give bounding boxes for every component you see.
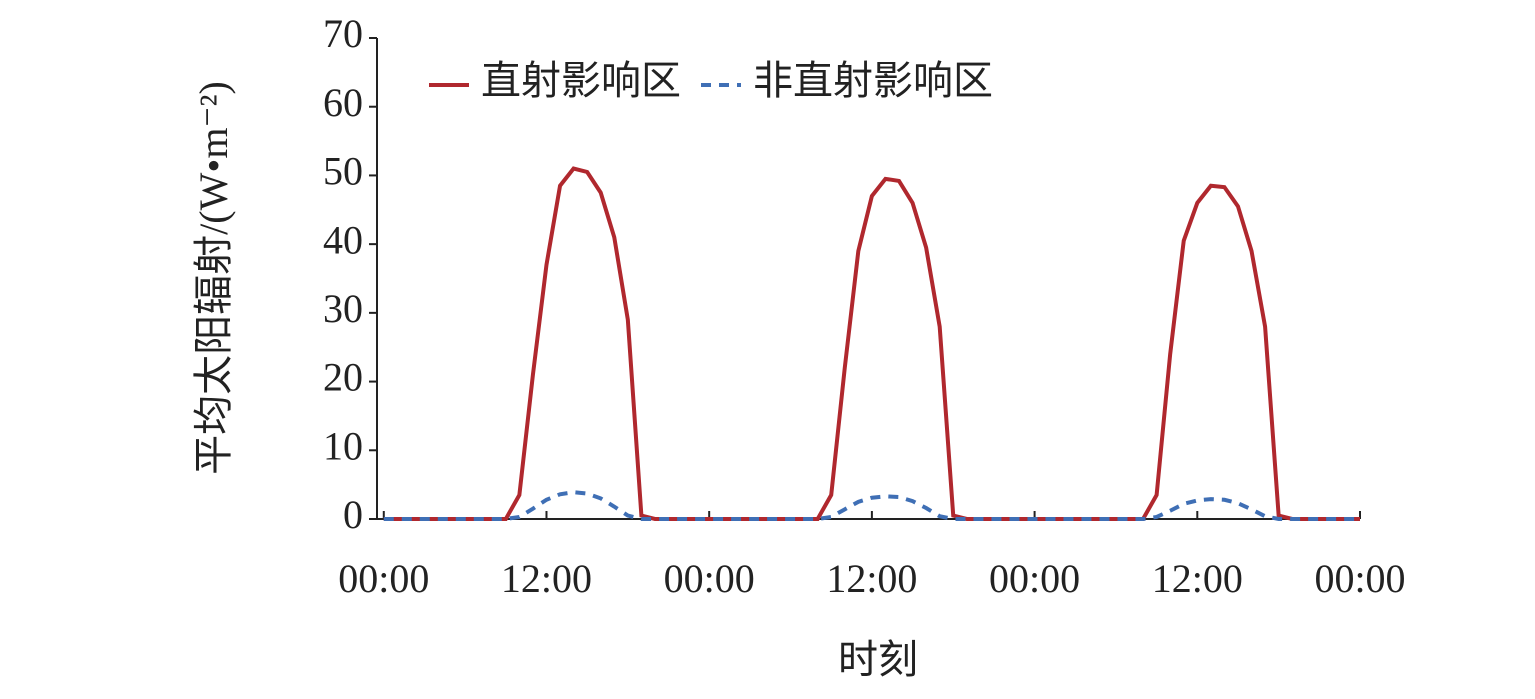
x-tick-label: 12:00 (1152, 556, 1243, 601)
legend-label: 非直射影响区 (753, 58, 993, 103)
x-tick-label: 00:00 (338, 556, 429, 601)
series-line (383, 490, 1360, 521)
y-tick-label: 50 (323, 149, 363, 194)
x-tick-label: 00:00 (664, 556, 755, 601)
x-tick-label: 12:00 (826, 556, 917, 601)
x-axis-label: 时刻 (838, 637, 918, 682)
y-tick-label: 40 (323, 217, 363, 262)
x-tick-label: 00:00 (1314, 556, 1405, 601)
y-tick-label: 10 (323, 423, 363, 468)
x-tick-label: 00:00 (989, 556, 1080, 601)
y-tick-label: 20 (323, 355, 363, 400)
y-tick-label: 70 (323, 11, 363, 56)
series-line (383, 166, 1360, 521)
legend-label: 直射影响区 (481, 58, 681, 103)
x-tick-label: 12:00 (501, 556, 592, 601)
y-tick-label: 0 (343, 492, 363, 537)
y-axis-label: 平均太阳辐射/(W•m⁻²) (191, 81, 236, 475)
y-tick-label: 30 (323, 286, 363, 331)
y-tick-label: 60 (323, 80, 363, 125)
